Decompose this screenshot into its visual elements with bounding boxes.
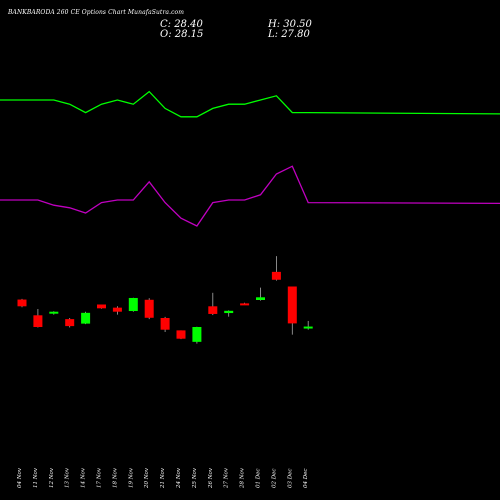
x-tick-label: 01 Dec <box>256 469 262 489</box>
candle-body <box>192 327 202 342</box>
x-axis-labels: 04 Nov 11 Nov 12 Nov 13 Nov 14 Nov 17 Nov 18 N… <box>17 467 309 489</box>
x-tick-label: 27 Nov <box>224 467 230 489</box>
candle-body <box>256 297 265 300</box>
x-tick-label: 11 Nov <box>33 467 39 488</box>
x-tick-label: 12 Nov <box>49 467 55 488</box>
x-tick-label: 02 Dec <box>271 469 277 489</box>
x-tick-label: 25 Nov <box>192 467 198 489</box>
candle-body <box>144 299 154 318</box>
candle-body <box>176 330 186 339</box>
x-tick-label: 14 Nov <box>81 467 87 488</box>
x-tick-label: 18 Nov <box>112 467 118 488</box>
indicator-lines <box>0 90 500 227</box>
high-value: H: 30.50 <box>268 19 312 30</box>
x-tick-label: 20 Nov <box>144 467 150 489</box>
candle-body <box>224 310 234 314</box>
x-tick-label: 26 Nov <box>208 467 214 489</box>
x-tick-label: 13 Nov <box>65 467 71 488</box>
candle-body <box>97 304 106 309</box>
low-value: L: 27.80 <box>268 29 310 40</box>
chart-title: BANKBARODA 260 CE Options Chart MunafaSu… <box>8 9 185 16</box>
candle-body <box>65 319 75 327</box>
x-tick-label: 17 Nov <box>97 467 103 488</box>
x-tick-label: 03 Dec <box>287 469 293 489</box>
candle-body <box>287 286 297 324</box>
candles <box>17 256 313 344</box>
candle-body <box>303 326 313 329</box>
x-tick-label: 24 Nov <box>176 467 182 489</box>
upper-line-series <box>0 90 500 118</box>
x-tick-label: 19 Nov <box>128 467 134 488</box>
open-value: O: 28.15 <box>160 29 204 40</box>
x-tick-label: 21 Nov <box>160 467 166 489</box>
x-tick-label: 04 Dec <box>303 469 309 489</box>
candle-body <box>208 306 218 314</box>
candle-body <box>112 307 122 312</box>
candle-body <box>240 303 250 306</box>
x-tick-label: 04 Nov <box>17 467 23 488</box>
candle-body <box>49 311 59 314</box>
candle-body <box>81 312 91 324</box>
x-tick-label: 28 Nov <box>240 467 246 489</box>
candle-body <box>271 271 281 280</box>
candle-body <box>33 315 43 327</box>
candle-body <box>17 299 27 307</box>
candle-body <box>160 318 170 330</box>
lower-line-series <box>0 165 500 227</box>
candle-body <box>128 297 138 312</box>
close-value: C: 28.40 <box>160 19 203 30</box>
